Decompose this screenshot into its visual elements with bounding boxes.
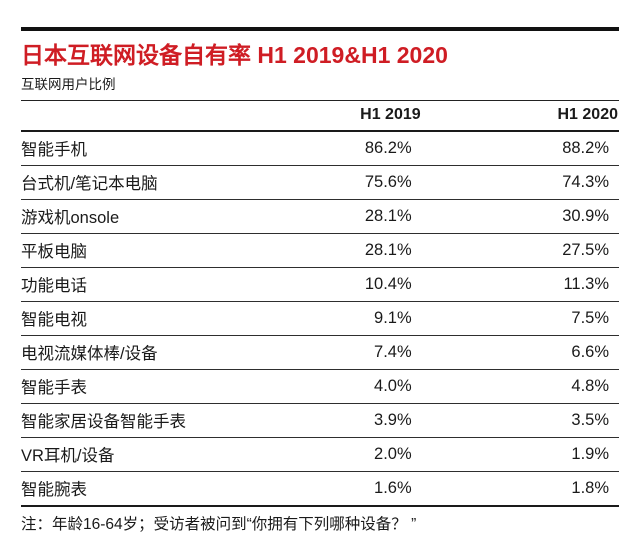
value-h1-2019: 9.1% — [320, 301, 422, 336]
device-label: 电视流媒体棒/设备 — [21, 335, 320, 370]
column-header-h1-2020: H1 2020 — [421, 100, 619, 132]
device-label: 智能手机 — [21, 131, 320, 166]
value-h1-2019: 75.6% — [320, 165, 422, 200]
page-title: 日本互联网设备自有率 H1 2019&H1 2020 — [21, 42, 448, 68]
value-h1-2019: 28.1% — [320, 199, 422, 234]
value-h1-2019: 4.0% — [320, 369, 422, 404]
value-h1-2020: 4.8% — [421, 369, 619, 404]
table-row: 智能手表 4.0% 4.8% — [21, 369, 619, 404]
device-label: 游戏机onsole — [21, 199, 320, 234]
value-h1-2020: 3.5% — [421, 403, 619, 438]
table-row: 游戏机onsole 28.1% 30.9% — [21, 199, 619, 234]
value-h1-2020: 88.2% — [421, 131, 619, 166]
device-label: 智能家居设备智能手表 — [21, 403, 320, 438]
device-label: 智能电视 — [21, 301, 320, 336]
device-label: VR耳机/设备 — [21, 437, 320, 472]
value-h1-2019: 7.4% — [320, 335, 422, 370]
device-label: 台式机/笔记本电脑 — [21, 165, 320, 200]
device-label: 智能腕表 — [21, 471, 320, 507]
value-h1-2020: 7.5% — [421, 301, 619, 336]
value-h1-2020: 27.5% — [421, 233, 619, 268]
column-header-h1-2019: H1 2019 — [320, 100, 422, 132]
table-row: 功能电话 10.4% 11.3% — [21, 267, 619, 302]
device-label: 智能手表 — [21, 369, 320, 404]
table-row: 平板电脑 28.1% 27.5% — [21, 233, 619, 268]
value-h1-2020: 74.3% — [421, 165, 619, 200]
value-h1-2019: 86.2% — [320, 131, 422, 166]
top-rule — [21, 27, 619, 31]
value-h1-2020: 11.3% — [421, 267, 619, 302]
value-h1-2019: 10.4% — [320, 267, 422, 302]
value-h1-2020: 1.8% — [421, 471, 619, 507]
table-row: 智能手机 86.2% 88.2% — [21, 131, 619, 166]
value-h1-2020: 30.9% — [421, 199, 619, 234]
value-h1-2019: 28.1% — [320, 233, 422, 268]
page-subtitle: 互联网用户比例 — [21, 77, 116, 92]
device-ownership-table: H1 2019 H1 2020 智能手机 86.2% 88.2% 台式机/笔记本电脑 7… — [21, 100, 619, 507]
column-header-device — [21, 100, 320, 132]
table-header: H1 2019 H1 2020 — [21, 100, 619, 132]
device-label: 功能电话 — [21, 267, 320, 302]
value-h1-2020: 1.9% — [421, 437, 619, 472]
value-h1-2019: 2.0% — [320, 437, 422, 472]
table-body: 智能手机 86.2% 88.2% 台式机/笔记本电脑 75.6% 74.3% 游戏机onso… — [21, 131, 619, 507]
footnote: 注：年龄16-64岁；受访者被问到“你拥有下列哪种设备？ ” — [21, 516, 417, 533]
table-header-row: H1 2019 H1 2020 — [21, 100, 619, 132]
value-h1-2020: 6.6% — [421, 335, 619, 370]
table-row: 智能电视 9.1% 7.5% — [21, 301, 619, 336]
value-h1-2019: 3.9% — [320, 403, 422, 438]
table-row: 电视流媒体棒/设备 7.4% 6.6% — [21, 335, 619, 370]
table-row: 智能家居设备智能手表 3.9% 3.5% — [21, 403, 619, 438]
table-row: VR耳机/设备 2.0% 1.9% — [21, 437, 619, 472]
table-row: 台式机/笔记本电脑 75.6% 74.3% — [21, 165, 619, 200]
device-label: 平板电脑 — [21, 233, 320, 268]
table-row: 智能腕表 1.6% 1.8% — [21, 471, 619, 507]
value-h1-2019: 1.6% — [320, 471, 422, 507]
